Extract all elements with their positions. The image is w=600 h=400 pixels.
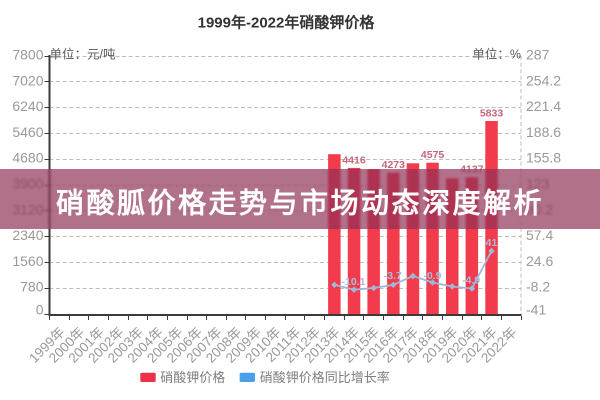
svg-text:-0.9: -0.9 xyxy=(423,270,441,282)
svg-text:-4.9: -4.9 xyxy=(462,275,480,287)
svg-text:单位：元/吨: 单位：元/吨 xyxy=(50,47,116,62)
svg-text:2340: 2340 xyxy=(12,227,43,243)
svg-text:4416: 4416 xyxy=(342,154,366,166)
svg-text:-10.1: -10.1 xyxy=(342,276,366,288)
svg-text:-3.7: -3.7 xyxy=(384,270,402,282)
svg-text:-8.2: -8.2 xyxy=(526,279,550,295)
svg-text:24.6: 24.6 xyxy=(526,253,553,269)
svg-text:155.8: 155.8 xyxy=(526,150,561,166)
svg-text:6240: 6240 xyxy=(12,98,43,114)
svg-text:5833: 5833 xyxy=(480,108,504,120)
svg-text:0: 0 xyxy=(36,302,44,318)
svg-text:1560: 1560 xyxy=(12,253,43,269)
svg-text:4273: 4273 xyxy=(382,159,406,171)
svg-text:单位：%: 单位：% xyxy=(472,47,521,62)
svg-text:7800: 7800 xyxy=(12,47,43,63)
svg-text:780: 780 xyxy=(20,279,44,295)
svg-text:1999年-2022年硝酸钾价格: 1999年-2022年硝酸钾价格 xyxy=(198,14,376,32)
svg-text:4680: 4680 xyxy=(12,150,43,166)
svg-text:287: 287 xyxy=(526,47,550,63)
svg-text:41: 41 xyxy=(486,237,498,249)
svg-text:硝酸钾价格同比增长率: 硝酸钾价格同比增长率 xyxy=(260,370,390,385)
svg-text:7020: 7020 xyxy=(12,72,43,88)
svg-text:4575: 4575 xyxy=(421,149,445,161)
svg-text:-41: -41 xyxy=(526,302,546,318)
svg-text:254.2: 254.2 xyxy=(526,72,561,88)
svg-text:硝酸钾价格: 硝酸钾价格 xyxy=(160,370,225,385)
svg-text:5460: 5460 xyxy=(12,124,43,140)
svg-text:221.4: 221.4 xyxy=(526,98,561,114)
svg-text:188.6: 188.6 xyxy=(526,124,561,140)
svg-text:57.4: 57.4 xyxy=(526,227,553,243)
